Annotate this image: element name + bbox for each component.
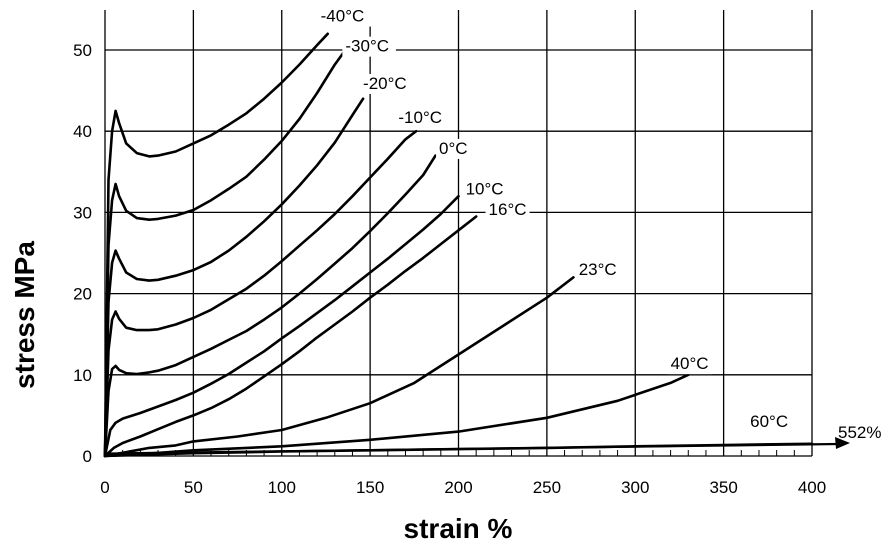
curve--20C (103, 97, 365, 458)
curve-label: 40°C (671, 354, 709, 373)
y-tick-label: 20 (73, 285, 92, 304)
curve-label: -40°C (321, 7, 365, 26)
y-tick-label: 50 (73, 41, 92, 60)
curve-label-background (667, 354, 712, 375)
curve-label-background (317, 6, 372, 27)
552-percent-arrow-head-icon (835, 437, 850, 449)
x-tick-label: 0 (100, 478, 109, 497)
x-axis-title: strain % (404, 513, 513, 544)
y-tick-label: 30 (73, 203, 92, 222)
x-tick-label: 200 (444, 478, 472, 497)
curve-label-background (462, 179, 507, 200)
curve-labels: -40°C -30°C -20°C -10°C 0°C 10°C16°C 23°C 40°C 6… (317, 6, 792, 432)
curve-label-background (436, 138, 471, 159)
x-tick-label: 150 (356, 478, 384, 497)
curve--40C (103, 32, 329, 458)
grid (104, 10, 813, 457)
y-axis-title: stress MPa (9, 241, 40, 389)
552-percent-label: 552% (838, 423, 881, 442)
curve-label-background (747, 411, 792, 432)
curve-label: 23°C (579, 260, 617, 279)
y-tick-label: 10 (73, 366, 92, 385)
curve-16C (103, 215, 478, 458)
x-tick-label: 250 (533, 478, 561, 497)
curve-label: 16°C (489, 200, 527, 219)
x-tick-label: 100 (268, 478, 296, 497)
curve-23C (103, 276, 575, 458)
curve-10C (103, 194, 460, 458)
curve-label-background (395, 108, 449, 129)
curve--30C (103, 48, 347, 458)
x-tick-label: 50 (184, 478, 203, 497)
arrow: 552% (104, 423, 881, 455)
curve--10C (103, 129, 418, 458)
y-tick-label: 0 (83, 447, 92, 466)
curve-label: -10°C (398, 108, 442, 127)
y-tick-label: 40 (73, 122, 92, 141)
x-tick-label: 400 (798, 478, 826, 497)
curve-label-background (342, 36, 396, 57)
curve-label-background (360, 73, 414, 94)
x-tick-label: 350 (709, 478, 737, 497)
curve-label: 10°C (466, 180, 504, 199)
x-tick-label: 300 (621, 478, 649, 497)
curve-0C (103, 154, 437, 458)
552-percent-arrow-line (104, 442, 839, 455)
curve-label: -30°C (345, 37, 389, 56)
curve-label: 60°C (750, 412, 788, 431)
curve-label-background (575, 259, 620, 280)
curve-label: -20°C (363, 74, 407, 93)
tick-labels: 0 50 100 150 200 250 300 350 400 0 10 20 30 40 50 (73, 41, 826, 497)
curve-label-background (485, 199, 530, 220)
curve-label: 0°C (439, 139, 468, 158)
